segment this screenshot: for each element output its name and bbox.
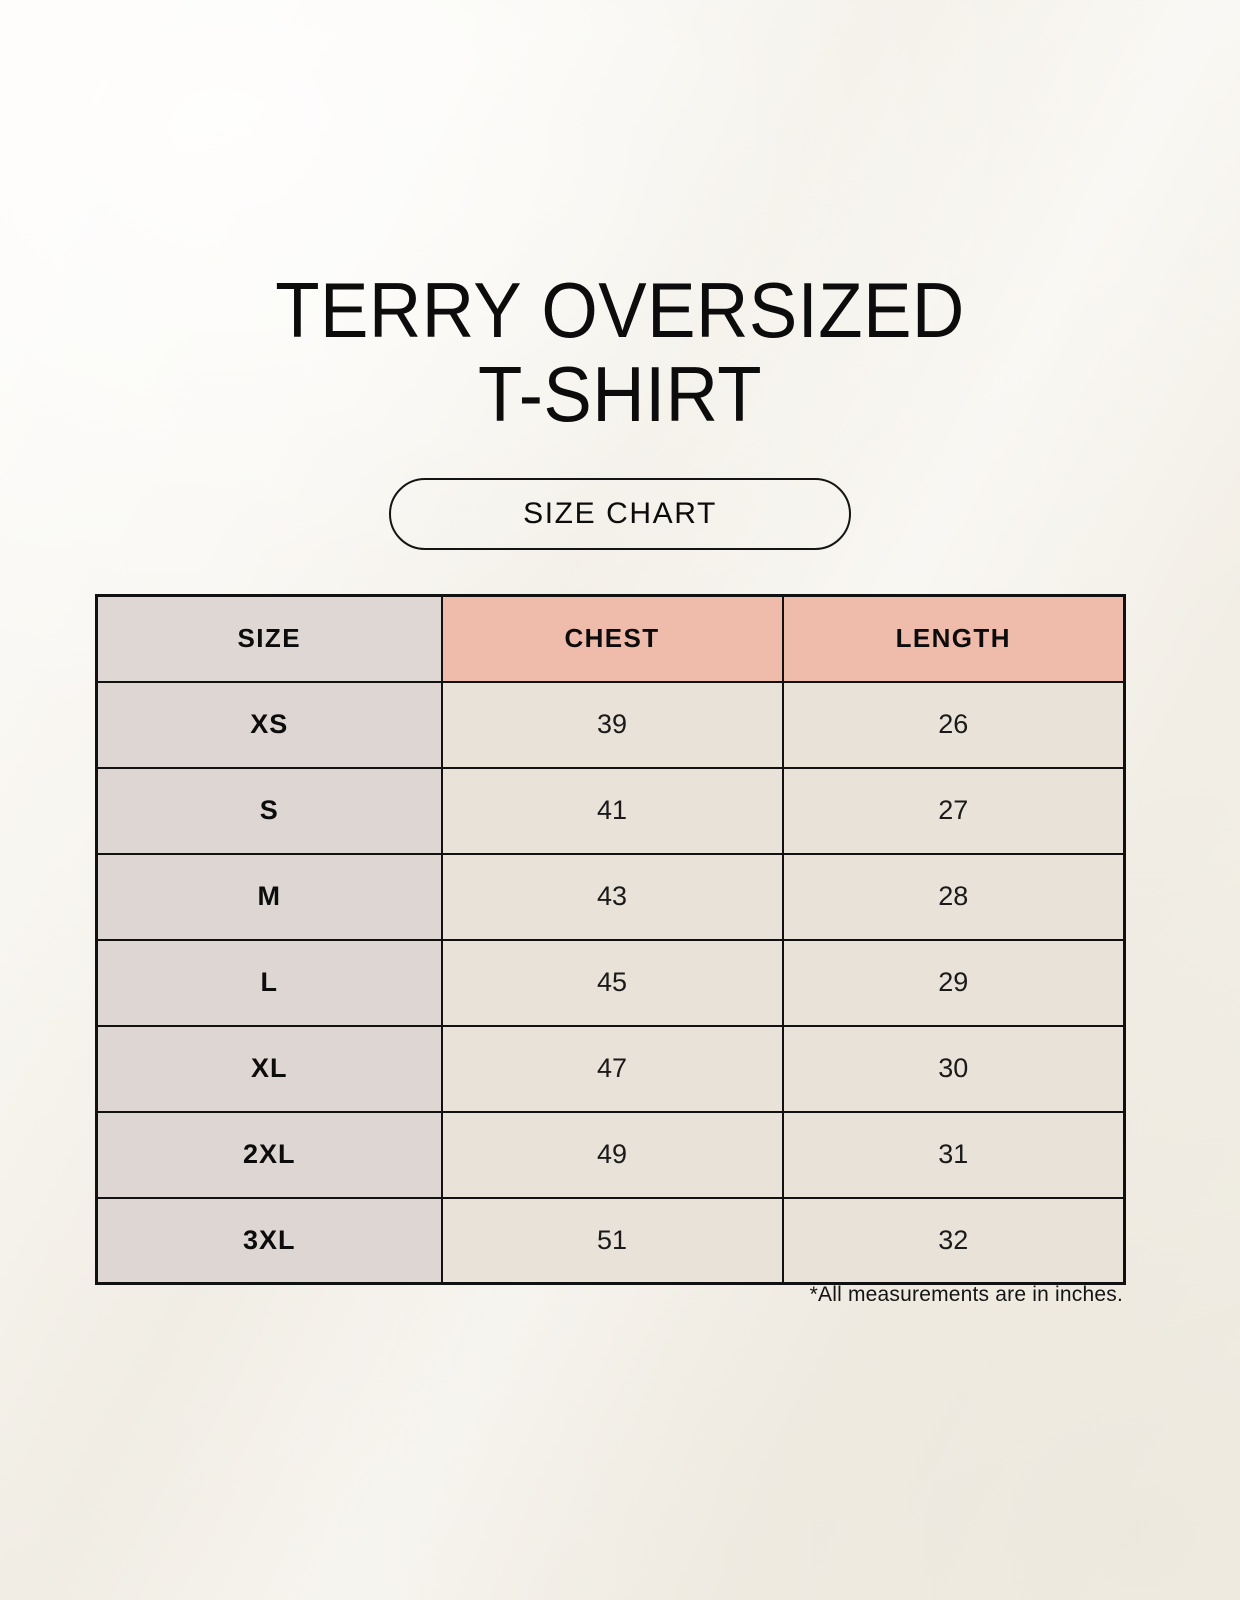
cell-size: M [95, 852, 443, 941]
cell-chest: 43 [440, 852, 784, 941]
column-header-chest: CHEST [440, 594, 784, 683]
page-title-line-2: T-SHIRT [477, 350, 763, 438]
cell-length: 28 [781, 852, 1126, 941]
table-row: XL 47 30 [95, 1024, 1126, 1113]
column-header-size: SIZE [95, 594, 443, 683]
measurement-unit-note: *All measurements are in inches. [809, 1283, 1123, 1306]
size-chart-badge-label: SIZE CHART [523, 497, 717, 530]
table-row: S 41 27 [95, 766, 1126, 855]
page-title-line-1: TERRY OVERSIZED [275, 266, 965, 354]
cell-length: 27 [781, 766, 1126, 855]
table-row: 3XL 51 32 [95, 1196, 1126, 1285]
cell-size: XS [95, 680, 443, 769]
table-row: 2XL 49 31 [95, 1110, 1126, 1199]
cell-size: 2XL [95, 1110, 443, 1199]
column-header-length: LENGTH [781, 594, 1126, 683]
cell-chest: 39 [440, 680, 784, 769]
table-row: XS 39 26 [95, 680, 1126, 769]
size-table-wrapper: SIZE CHEST LENGTH XS 39 26 S 41 27 M [95, 594, 1126, 1285]
cell-chest: 47 [440, 1024, 784, 1113]
cell-length: 29 [781, 938, 1126, 1027]
table-header-row: SIZE CHEST LENGTH [95, 594, 1126, 683]
size-table: SIZE CHEST LENGTH XS 39 26 S 41 27 M [95, 594, 1126, 1285]
cell-size: XL [95, 1024, 443, 1113]
size-table-body: XS 39 26 S 41 27 M 43 28 L 45 29 [95, 680, 1126, 1285]
table-row: L 45 29 [95, 938, 1126, 1027]
size-chart-badge: SIZE CHART [389, 478, 851, 550]
cell-chest: 45 [440, 938, 784, 1027]
cell-length: 31 [781, 1110, 1126, 1199]
cell-length: 32 [781, 1196, 1126, 1285]
cell-chest: 49 [440, 1110, 784, 1199]
cell-size: S [95, 766, 443, 855]
size-table-head: SIZE CHEST LENGTH [95, 594, 1126, 683]
size-chart-badge-wrapper: SIZE CHART [0, 478, 1240, 550]
cell-length: 30 [781, 1024, 1126, 1113]
cell-size: 3XL [95, 1196, 443, 1285]
cell-length: 26 [781, 680, 1126, 769]
cell-chest: 51 [440, 1196, 784, 1285]
cell-chest: 41 [440, 766, 784, 855]
table-row: M 43 28 [95, 852, 1126, 941]
cell-size: L [95, 938, 443, 1027]
page-title: TERRY OVERSIZED T-SHIRT [0, 268, 1240, 436]
